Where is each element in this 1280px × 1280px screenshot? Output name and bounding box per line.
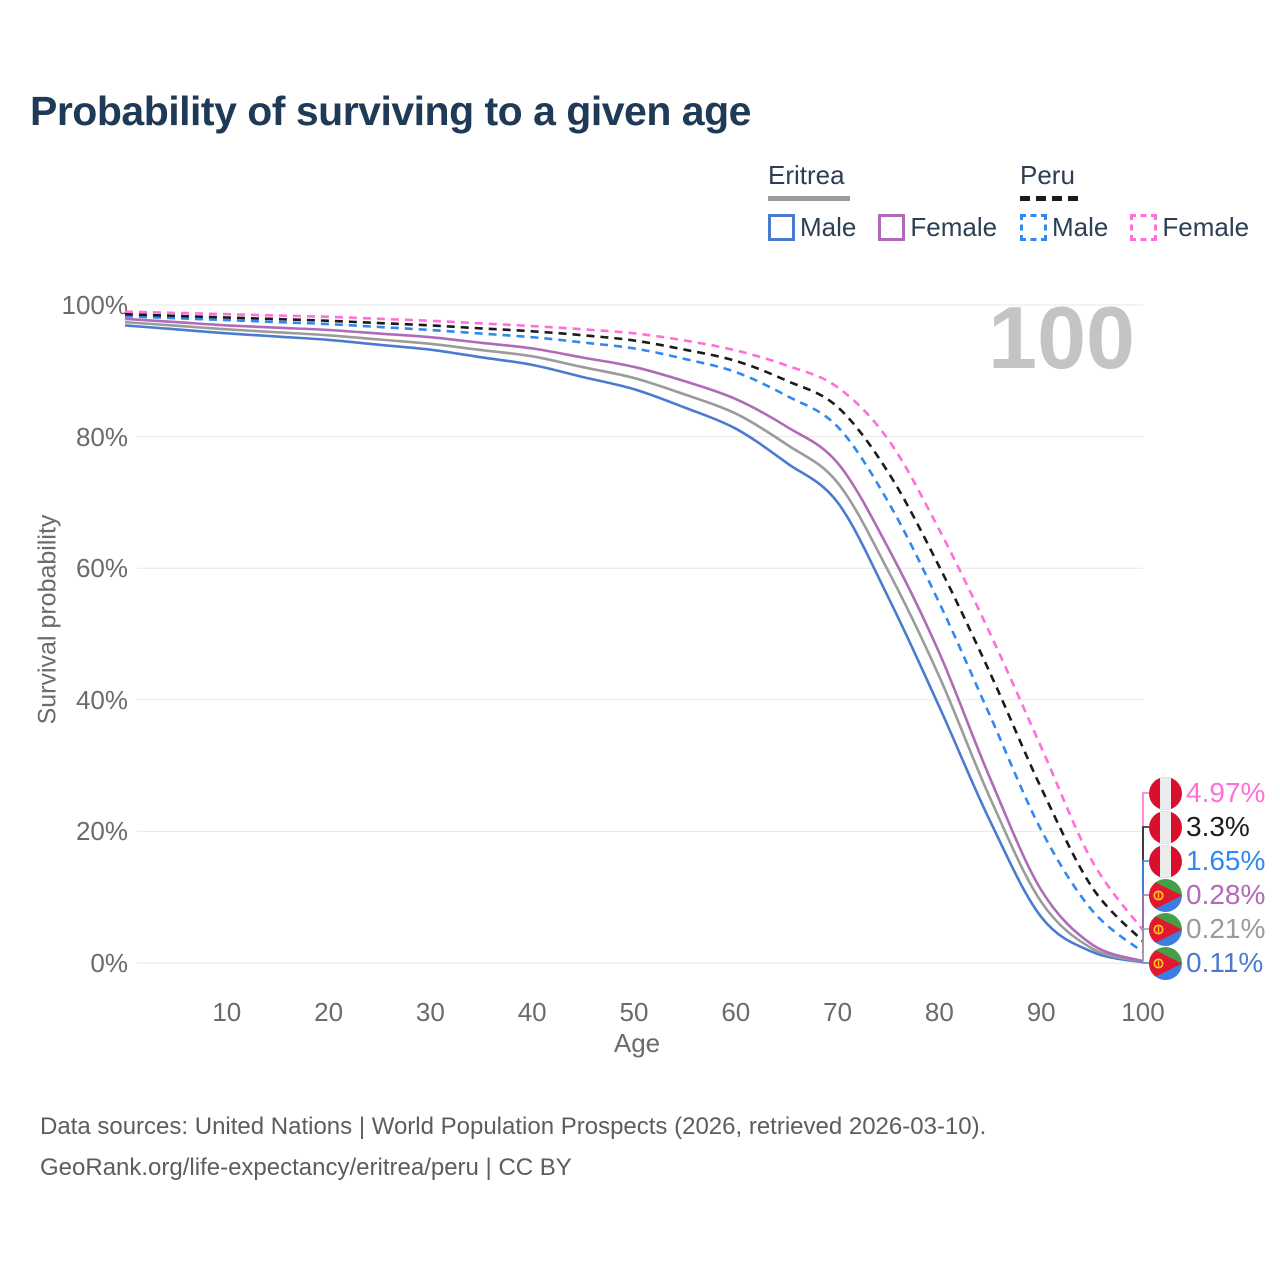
end-label-value: 3.3% bbox=[1186, 811, 1250, 842]
survival-curve-peru-male[interactable] bbox=[124, 314, 1144, 954]
legend-item-label-peru-male[interactable]: Male bbox=[1052, 212, 1109, 242]
eritrea-flag-icon bbox=[1149, 878, 1182, 912]
series-end-label-peru-male: 1.65% bbox=[1149, 844, 1265, 878]
x-tick-label: 90 bbox=[1026, 997, 1056, 1027]
y-tick-label: 40% bbox=[75, 684, 128, 715]
legend-header-eritrea[interactable]: Eritrea bbox=[768, 160, 1019, 201]
eritrea-flag-icon bbox=[1149, 946, 1182, 980]
peru-flag-icon bbox=[1149, 776, 1182, 810]
x-tick-label: 80 bbox=[924, 997, 954, 1027]
x-tick-label: 10 bbox=[212, 997, 242, 1027]
x-tick-label: 20 bbox=[314, 997, 344, 1027]
x-tick-label: 40 bbox=[517, 997, 547, 1027]
footer: Data sources: United Nations | World Pop… bbox=[40, 1106, 986, 1188]
peru-line-swatch bbox=[1020, 196, 1078, 201]
peru-flag-icon bbox=[1149, 844, 1182, 878]
y-tick-label: 60% bbox=[75, 553, 128, 584]
legend-group-label: Peru bbox=[1020, 160, 1075, 190]
end-label-value: 1.65% bbox=[1186, 845, 1266, 876]
end-label-value: 0.28% bbox=[1186, 879, 1266, 910]
eritrea-flag-icon bbox=[1149, 912, 1182, 946]
eritrea-line-swatch bbox=[768, 196, 850, 201]
x-tick-label: 50 bbox=[619, 997, 649, 1027]
footer-link-line: GeoRank.org/life-expectancy/eritrea/peru… bbox=[40, 1154, 572, 1181]
page-title: Probability of surviving to a given age bbox=[30, 88, 751, 134]
legend-group-label: Eritrea bbox=[768, 160, 845, 190]
series-end-label-eritrea-male: 0.11% bbox=[1149, 946, 1263, 980]
end-label-value: 0.11% bbox=[1186, 947, 1264, 978]
y-tick-label: 0% bbox=[90, 948, 128, 978]
series-end-label-eritrea-female: 0.28% bbox=[1149, 878, 1265, 912]
survival-curve-peru-both[interactable] bbox=[124, 312, 1144, 943]
legend-header-peru[interactable]: Peru bbox=[1020, 160, 1271, 201]
y-tick-label: 20% bbox=[75, 816, 128, 847]
peru-flag-icon bbox=[1149, 810, 1182, 844]
legend-checkbox-peru-female[interactable] bbox=[1130, 214, 1158, 241]
legend-item-label-eritrea-female[interactable]: Female bbox=[910, 212, 998, 242]
survival-curve-eritrea-male[interactable] bbox=[124, 324, 1144, 964]
survival-curve-peru-female[interactable] bbox=[124, 310, 1145, 932]
end-label-value: 4.97% bbox=[1186, 777, 1266, 808]
series-end-label-peru-female: 4.97% bbox=[1149, 776, 1265, 810]
legend-checkbox-peru-male[interactable] bbox=[1020, 214, 1047, 241]
survival-curve-eritrea-female[interactable] bbox=[124, 317, 1144, 963]
legend-item-label-peru-female[interactable]: Female bbox=[1162, 212, 1250, 242]
survival-curve-eritrea-both[interactable] bbox=[124, 320, 1144, 963]
end-label-value: 0.21% bbox=[1186, 913, 1266, 944]
end-label-connector bbox=[1142, 928, 1149, 962]
x-axis-title: Age bbox=[613, 1028, 661, 1058]
x-tick-label: 30 bbox=[415, 997, 445, 1027]
series-end-label-peru-both: 3.3% bbox=[1149, 810, 1250, 844]
x-tick-label: 60 bbox=[721, 997, 751, 1027]
y-tick-label: 100% bbox=[61, 290, 129, 320]
footer-source-line: Data sources: United Nations | World Pop… bbox=[40, 1113, 987, 1140]
x-tick-label: 70 bbox=[823, 997, 853, 1027]
end-label-connector bbox=[1142, 962, 1149, 964]
hover-age-watermark: 100 bbox=[988, 288, 1135, 387]
legend-group-eritrea: Eritrea Male Female bbox=[768, 160, 1019, 243]
y-tick-label: 80% bbox=[75, 421, 128, 452]
legend-group-peru: Peru Male Female bbox=[1020, 160, 1271, 243]
legend-checkbox-eritrea-female[interactable] bbox=[878, 214, 906, 241]
legend-item-label-eritrea-male[interactable]: Male bbox=[800, 212, 857, 242]
legend-checkbox-eritrea-male[interactable] bbox=[768, 214, 795, 241]
series-end-label-eritrea-both: 0.21% bbox=[1149, 912, 1265, 946]
x-tick-label: 100 bbox=[1121, 997, 1165, 1027]
